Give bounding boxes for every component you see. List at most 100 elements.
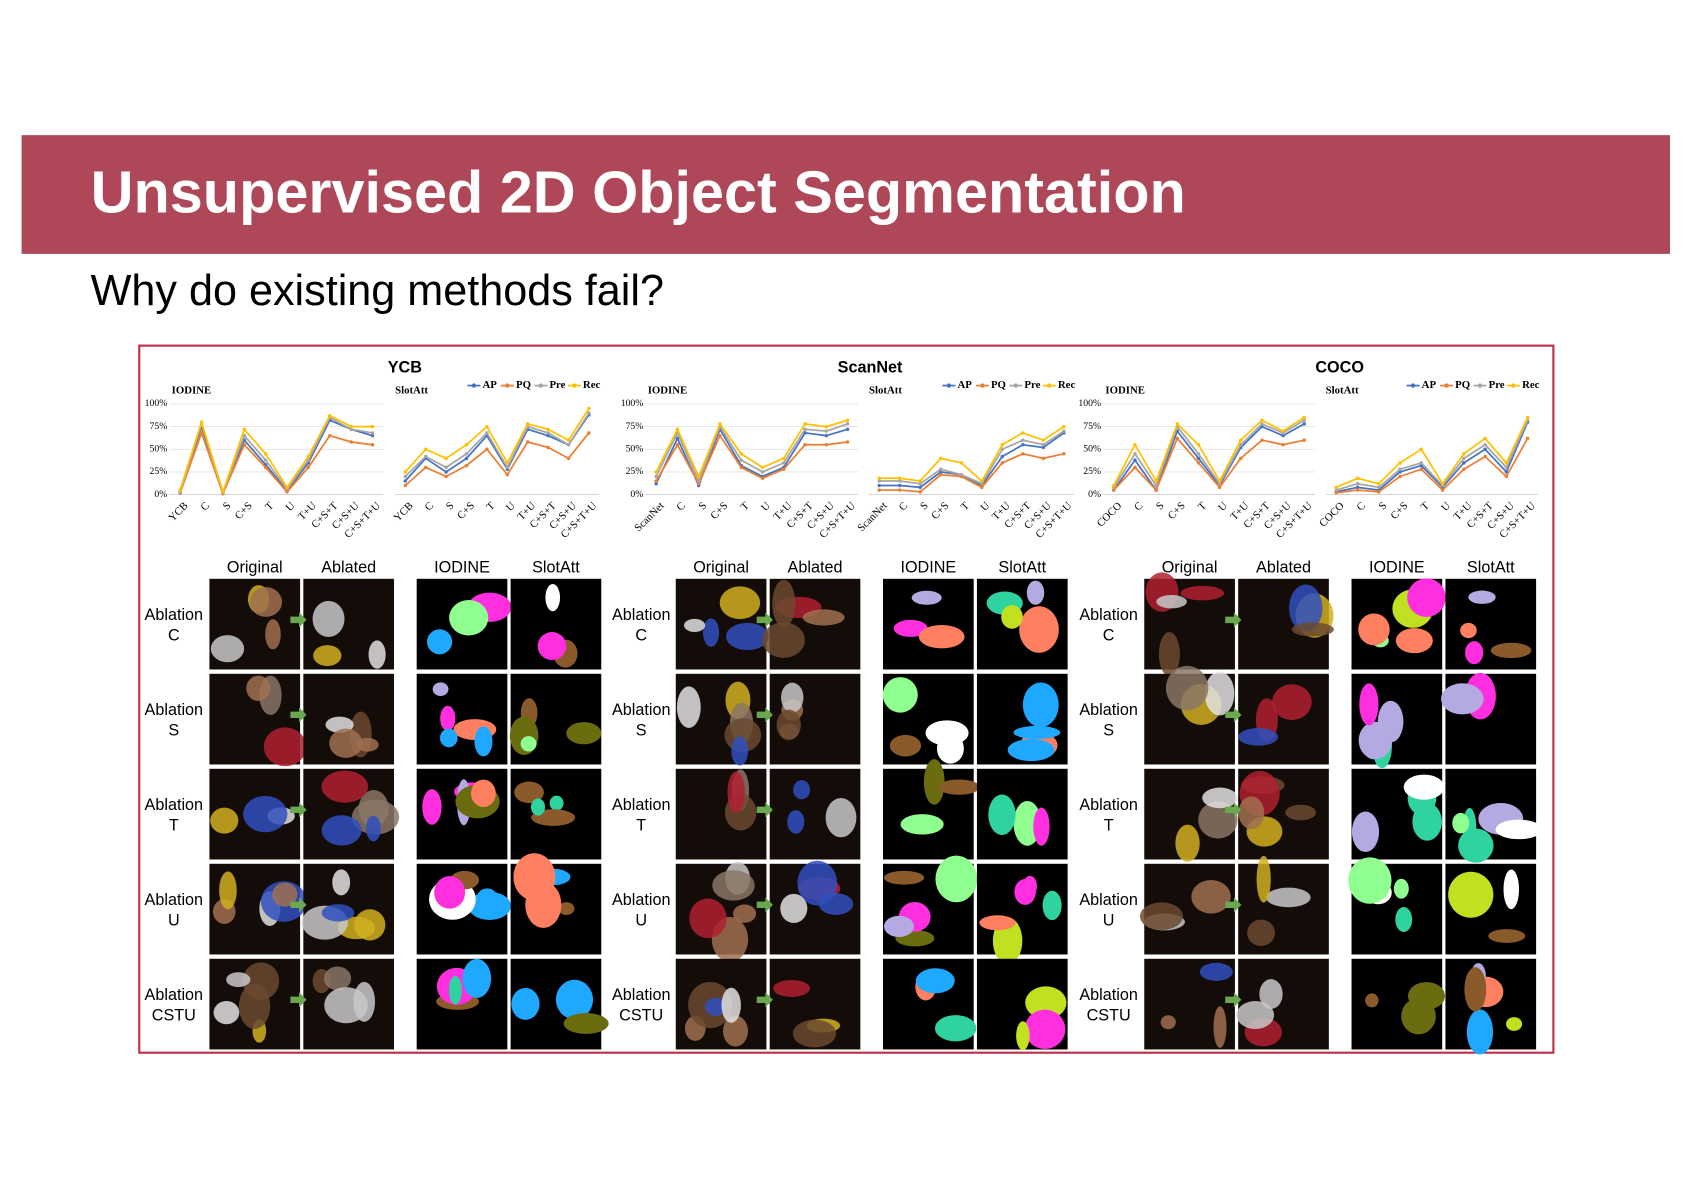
line-point — [1239, 443, 1243, 447]
segment-blob — [761, 622, 805, 658]
segment-blob — [272, 882, 298, 907]
line-point — [423, 454, 428, 459]
row-label: U — [168, 911, 180, 929]
line-point — [1133, 452, 1137, 456]
line-point — [760, 465, 765, 470]
line-point — [675, 427, 680, 432]
segment-blob — [925, 720, 969, 746]
segment-blob — [1289, 584, 1323, 632]
line-point — [1462, 456, 1466, 461]
line-point — [1021, 431, 1025, 435]
line-point — [1504, 461, 1509, 465]
segment-blob — [366, 815, 381, 842]
line-point — [739, 465, 743, 470]
line-point — [1154, 488, 1158, 492]
row-label: S — [636, 721, 647, 739]
line-point — [1000, 461, 1005, 465]
segment-blob — [537, 632, 567, 661]
segment-blob — [1351, 811, 1380, 853]
row-label: Ablation — [612, 606, 671, 624]
line-point — [918, 485, 922, 490]
line-point — [1483, 443, 1487, 447]
segment-blob — [439, 728, 458, 748]
segment-blob — [476, 888, 498, 910]
line-point — [845, 422, 850, 426]
line-point — [1021, 452, 1025, 456]
segment-blob — [1256, 855, 1271, 903]
line-point — [444, 465, 448, 470]
line-point — [654, 470, 658, 474]
segment-blob — [332, 869, 351, 896]
line-point — [370, 424, 375, 429]
segment-blob — [676, 686, 701, 728]
segment-blob — [689, 898, 727, 939]
line-point — [199, 420, 204, 424]
segment-blob — [1460, 622, 1477, 639]
line-point — [803, 427, 807, 432]
line-point — [1377, 485, 1381, 490]
line-point — [566, 456, 571, 461]
line-series — [404, 407, 590, 473]
ablation-arrow — [1225, 897, 1242, 913]
segment-blob — [1202, 787, 1238, 809]
chart-title: SlotAtt — [395, 384, 428, 396]
line-point — [1281, 433, 1285, 438]
segment-blob — [1272, 684, 1312, 721]
segment-blob — [1458, 828, 1494, 863]
chart-title: IODINE — [172, 384, 212, 396]
line-point — [1260, 418, 1264, 422]
line-point — [1217, 481, 1222, 486]
row-label: Ablation — [612, 796, 671, 814]
segment-blob — [1407, 982, 1445, 1010]
line-point — [1112, 488, 1116, 492]
line-point — [1440, 488, 1445, 492]
segment-blob — [1236, 1000, 1275, 1030]
legend-swatch — [505, 383, 510, 388]
line-point — [739, 458, 743, 462]
line-series — [1113, 419, 1305, 488]
segment-blob — [893, 619, 928, 637]
line-point — [464, 463, 469, 468]
segment-blob — [825, 797, 857, 838]
line-series — [879, 430, 1065, 485]
y-tick-label: 0% — [154, 489, 167, 500]
line-point — [525, 440, 530, 444]
column-header: Ablated — [1256, 558, 1311, 576]
line-point — [782, 461, 786, 465]
segment-blob — [818, 893, 854, 915]
line-point — [1217, 485, 1222, 490]
row-label: C — [1103, 626, 1115, 644]
segment-blob — [313, 645, 342, 667]
segment-blob — [249, 587, 283, 617]
segment-blob — [353, 981, 376, 1022]
segment-blob — [1026, 580, 1045, 605]
legend-swatch — [1013, 383, 1018, 388]
chart-title: SlotAtt — [869, 384, 902, 396]
segment-blob — [321, 904, 355, 922]
segment-blob — [449, 600, 489, 636]
line-point — [1133, 443, 1137, 447]
line-point — [918, 481, 922, 486]
segment-blob — [776, 709, 801, 741]
line-point — [760, 470, 765, 474]
segment-blob — [432, 682, 449, 697]
column-header: IODINE — [900, 558, 956, 576]
line-point — [349, 440, 353, 444]
line-point — [1041, 445, 1046, 450]
segment-blob — [1285, 804, 1316, 821]
segment-blob — [1490, 642, 1532, 659]
line-point — [1196, 443, 1201, 447]
line-series — [1113, 416, 1305, 486]
line-point — [1440, 481, 1445, 486]
row-label: Ablation — [1079, 986, 1138, 1004]
line-point — [845, 418, 850, 422]
segment-blob — [725, 622, 769, 651]
segment-blob — [1403, 774, 1445, 800]
ablation-arrow — [290, 612, 307, 628]
line-point — [1154, 479, 1158, 483]
y-tick-label: 100% — [145, 398, 168, 409]
line-point — [898, 488, 902, 492]
line-point — [587, 431, 591, 435]
segment-blob — [900, 814, 944, 835]
line-point — [370, 433, 375, 438]
